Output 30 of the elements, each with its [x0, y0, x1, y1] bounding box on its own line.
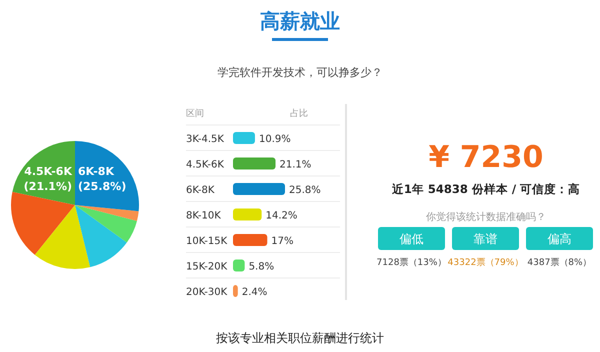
data-label: 14.2% — [266, 210, 298, 222]
text: 按该专业相关职位薪酬进行统计 — [216, 331, 384, 345]
y-axis-title: 区间 — [186, 108, 204, 119]
text: 4387票（8%） — [527, 258, 592, 268]
data-label: 6K-8K (25.8%) — [78, 165, 126, 194]
y-tick-label: 4.5K-6K — [186, 160, 224, 170]
data-label: 17% — [271, 236, 294, 247]
text: 你觉得该统计数据准确吗？ — [426, 211, 546, 223]
data-label: 4.5K-6K (21.1%) — [24, 165, 72, 194]
text: 43322票（79%） — [448, 258, 524, 268]
y-tick-label: 3K-4.5K — [186, 134, 224, 145]
x-axis-title: 占比 — [290, 108, 308, 119]
data-label: 5.8% — [248, 262, 274, 272]
text: 7128票（13%） — [376, 258, 446, 268]
data-label: 25.8% — [289, 185, 321, 196]
text: 高薪就业 — [260, 9, 340, 33]
text: ¥ 7230 — [428, 140, 544, 175]
data-label: 2.4% — [242, 287, 268, 298]
data-label: 10.9% — [258, 134, 291, 145]
y-tick-label: 20K-30K — [186, 287, 228, 298]
y-tick-label: 15K-20K — [186, 262, 228, 272]
y-tick-label: 10K-15K — [186, 236, 228, 247]
text: 偏低 — [400, 232, 424, 246]
text: 靠谱 — [474, 232, 498, 246]
text: 偏高 — [548, 232, 572, 246]
data-label: 21.1% — [280, 160, 312, 170]
y-tick-label: 6K-8K — [186, 185, 215, 196]
text: 近1年 54838 份样本 / 可信度：高 — [390, 182, 580, 196]
text: 学完软件开发技术，可以挣多少？ — [218, 66, 382, 79]
y-tick-label: 8K-10K — [186, 210, 222, 222]
